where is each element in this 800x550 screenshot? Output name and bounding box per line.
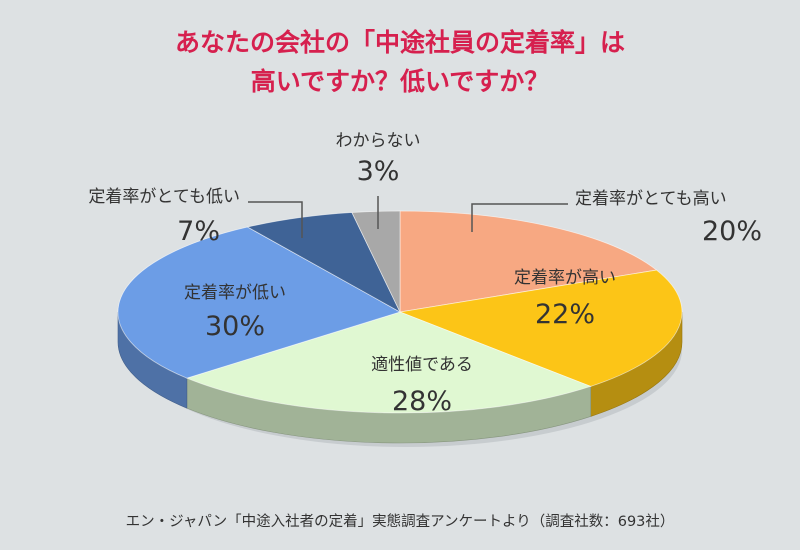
- leader-lines: [248, 196, 568, 238]
- chart-title-line-2: 高いですか？低いですか？: [251, 67, 550, 96]
- pie-slices: [117, 210, 683, 414]
- pie-slice-3: [117, 226, 402, 379]
- leader-line-0: [471, 203, 568, 232]
- chart-title-line-1: あなたの会社の「中途社員の定着率」は: [175, 28, 625, 57]
- slice-value-5: 3%: [357, 156, 400, 187]
- slice-label-2: 適性値である: [371, 355, 473, 375]
- slice-label-1: 定着率が高い: [514, 268, 616, 288]
- pie-slice-1: [398, 269, 683, 387]
- pie-slice-2: [185, 311, 592, 414]
- slice-value-2: 28%: [392, 386, 452, 417]
- slice-value-4: 7%: [177, 216, 220, 247]
- slice-labels: 定着率がとても高い 20% 定着率が高い 22% 適性値である 28% 定着率が低い 30% 定…: [88, 131, 762, 417]
- leader-line-4: [248, 201, 303, 238]
- slice-label-4: 定着率がとても低い: [88, 187, 240, 207]
- source-note: エン・ジャパン「中途入社者の定着」実態調査アンケートより（調査社数：693社）: [126, 513, 675, 530]
- slice-label-3: 定着率が低い: [184, 283, 286, 303]
- slice-value-3: 30%: [205, 311, 265, 342]
- slice-label-5: わからない: [336, 131, 421, 151]
- pie-slice-5: [351, 210, 401, 313]
- slice-label-0: 定着率がとても高い: [575, 189, 727, 209]
- pie-slice-0: [399, 210, 658, 313]
- pie-slice-4: [246, 212, 401, 313]
- slice-value-0: 20%: [702, 216, 762, 247]
- slice-value-1: 22%: [535, 299, 595, 330]
